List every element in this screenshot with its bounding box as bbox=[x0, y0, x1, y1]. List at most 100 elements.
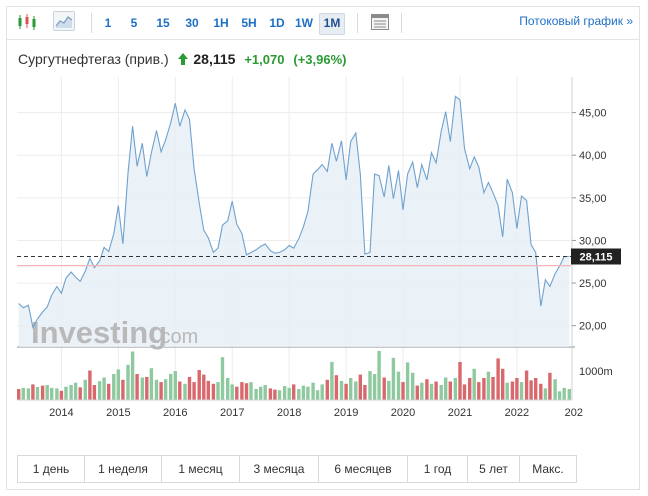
volume-bar bbox=[539, 383, 543, 400]
volume-bar bbox=[297, 389, 301, 400]
volume-bar bbox=[534, 378, 538, 400]
volume-bar bbox=[505, 382, 509, 400]
volume-bar bbox=[368, 371, 372, 400]
volume-bar bbox=[17, 389, 21, 400]
timeframe-5h[interactable]: 5H bbox=[241, 16, 257, 30]
price-chart[interactable]: Investing .com 20,00 25,00 30,00 35,00 40,00… bbox=[7, 77, 639, 427]
range-1-week[interactable]: 1 неделя bbox=[85, 456, 162, 482]
volume-bar bbox=[434, 381, 438, 400]
volume-bar bbox=[411, 372, 415, 400]
instrument-header: Сургутнефтегаз (прив.) 28,115 +1,070 (+3… bbox=[18, 51, 346, 69]
volume-bar bbox=[135, 374, 139, 400]
volume-bar bbox=[372, 374, 377, 400]
volume-bar bbox=[40, 385, 45, 400]
x-tick-label: 2014 bbox=[49, 407, 73, 419]
toolbar-separator bbox=[357, 13, 358, 33]
volume-bar bbox=[130, 351, 135, 400]
volume-bar bbox=[439, 385, 443, 400]
x-tick-label: 2015 bbox=[106, 407, 130, 419]
change-percent: (+3,96%) bbox=[293, 52, 347, 67]
volume-bar bbox=[116, 369, 120, 400]
range-1-day[interactable]: 1 день bbox=[18, 456, 85, 482]
timeframe-5[interactable]: 5 bbox=[130, 16, 138, 30]
watermark-suffix: .com bbox=[155, 326, 198, 348]
volume-bar bbox=[292, 384, 296, 400]
volume-bar bbox=[491, 376, 495, 400]
volume-bar bbox=[301, 385, 306, 400]
x-tick-label: 202 bbox=[565, 407, 583, 419]
price-area-fill bbox=[18, 96, 570, 348]
x-tick-label: 2016 bbox=[163, 407, 187, 419]
volume-bar bbox=[183, 383, 187, 400]
volume-bar bbox=[35, 387, 40, 400]
volume-bar bbox=[83, 379, 87, 400]
volume-bar bbox=[178, 381, 182, 400]
volume-bar bbox=[315, 390, 320, 400]
volume-bar bbox=[102, 377, 106, 400]
timeframe-30[interactable]: 30 bbox=[185, 16, 199, 30]
volume-bar bbox=[358, 374, 362, 400]
range-max[interactable]: Макс. bbox=[532, 462, 564, 476]
volume-bar bbox=[149, 368, 154, 400]
timeframe-15[interactable]: 15 bbox=[156, 16, 170, 30]
timeframe-1d[interactable]: 1D bbox=[269, 16, 285, 30]
timeframe-1[interactable]: 1 bbox=[104, 16, 112, 30]
volume-bar bbox=[154, 379, 159, 400]
range-1-year[interactable]: 1 год bbox=[408, 456, 468, 482]
timeframe-1h[interactable]: 1H bbox=[213, 16, 229, 30]
axes: 20,00 25,00 30,00 35,00 40,00 45,00 2014 2015 20… bbox=[17, 77, 607, 419]
chart-toolbar: 1 5 15 30 1H 5H 1D 1W 1M Потоковый графи… bbox=[7, 7, 639, 40]
volume-bar bbox=[50, 387, 54, 400]
y-tick-label: 25,00 bbox=[579, 278, 607, 290]
volume-bar bbox=[496, 358, 500, 400]
volume-bar bbox=[405, 362, 410, 400]
volume-bar bbox=[401, 382, 405, 400]
volume-bar bbox=[202, 374, 206, 400]
volume-bar bbox=[31, 384, 35, 400]
volume-bar bbox=[69, 385, 73, 400]
volume-bar bbox=[334, 375, 339, 400]
volume-bar bbox=[254, 389, 258, 400]
volume-bar bbox=[64, 386, 68, 400]
up-arrow-icon bbox=[177, 53, 188, 65]
change-absolute: +1,070 bbox=[244, 52, 285, 67]
range-5-years[interactable]: 5 лет bbox=[468, 456, 520, 482]
volume-bar bbox=[311, 382, 315, 400]
volume-bar bbox=[220, 357, 225, 400]
price-label: 28,115 1000m bbox=[571, 248, 621, 378]
y-tick-label: 45,00 bbox=[579, 108, 607, 120]
volume-bar bbox=[88, 370, 92, 400]
volume-bar bbox=[277, 390, 282, 400]
x-tick-label: 2019 bbox=[334, 407, 358, 419]
x-tick-label: 2022 bbox=[505, 407, 529, 419]
price-line bbox=[17, 95, 571, 329]
range-3-months[interactable]: 3 месяца bbox=[240, 456, 319, 482]
volume-bar bbox=[448, 381, 452, 400]
volume-bar bbox=[501, 368, 505, 400]
volume-bar bbox=[510, 381, 515, 400]
range-selector: 1 день 1 неделя 1 месяц 3 месяца 6 месяц… bbox=[17, 455, 577, 483]
range-1-month[interactable]: 1 месяц bbox=[162, 456, 240, 482]
streaming-chart-link[interactable]: Потоковый график » bbox=[519, 14, 633, 28]
volume-bar bbox=[240, 382, 244, 400]
volume-bar bbox=[387, 380, 391, 400]
volume-bar bbox=[344, 383, 348, 400]
volume-bar bbox=[249, 382, 253, 400]
volume-bar bbox=[163, 379, 168, 400]
timeframe-1m[interactable]: 1M bbox=[319, 13, 345, 35]
candlestick-chart-icon[interactable] bbox=[16, 12, 38, 32]
x-tick-label: 2020 bbox=[391, 407, 415, 419]
y-tick-label: 40,00 bbox=[579, 150, 607, 162]
area-chart-icon[interactable] bbox=[53, 11, 75, 31]
volume-bar bbox=[287, 387, 291, 400]
table-view-icon[interactable] bbox=[369, 12, 391, 32]
volume-bar bbox=[543, 388, 548, 400]
instrument-name: Сургутнефтегаз (прив.) bbox=[18, 51, 169, 67]
timeframe-1w[interactable]: 1W bbox=[295, 16, 313, 30]
range-6-months[interactable]: 6 месяцев bbox=[319, 456, 408, 482]
volume-bar bbox=[192, 382, 196, 400]
volume-bar bbox=[244, 383, 249, 400]
volume-bars bbox=[17, 350, 571, 400]
volume-bar bbox=[468, 378, 472, 400]
volume-bar bbox=[377, 350, 381, 400]
